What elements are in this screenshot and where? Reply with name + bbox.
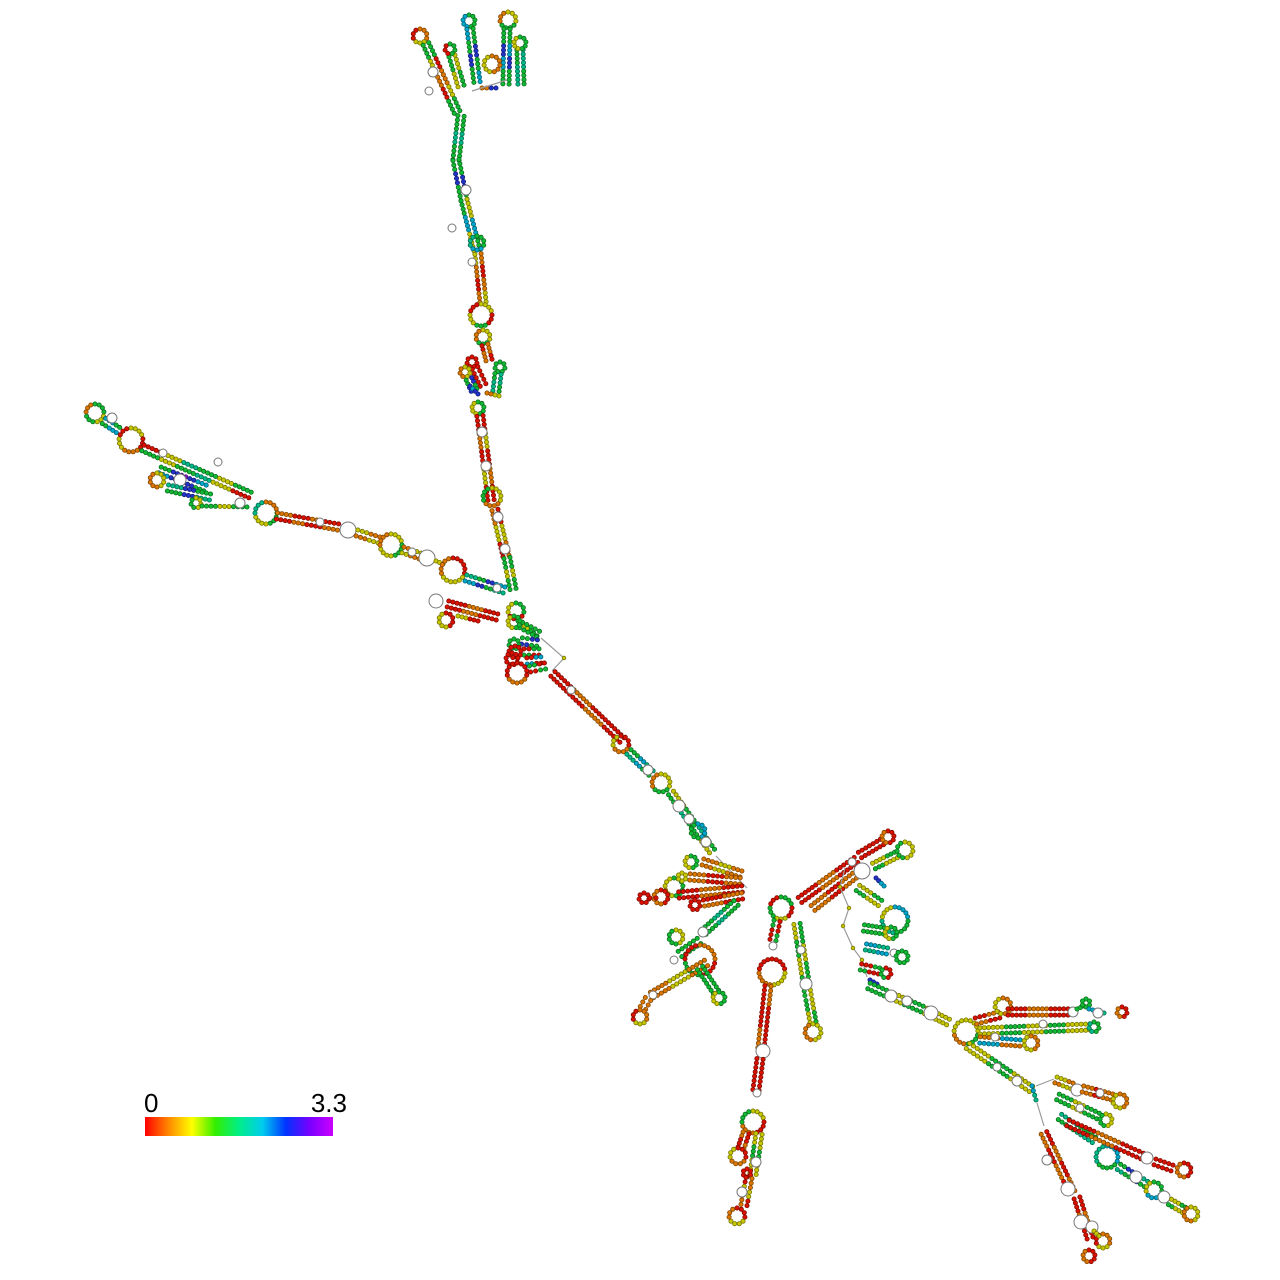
color-scale-legend: 0 3.3	[144, 1088, 347, 1136]
legend-min-label: 0	[144, 1088, 158, 1118]
legend-gradient-bar	[145, 1117, 333, 1136]
legend-max-label: 3.3	[311, 1088, 347, 1118]
rna-structure	[83, 9, 1201, 1265]
